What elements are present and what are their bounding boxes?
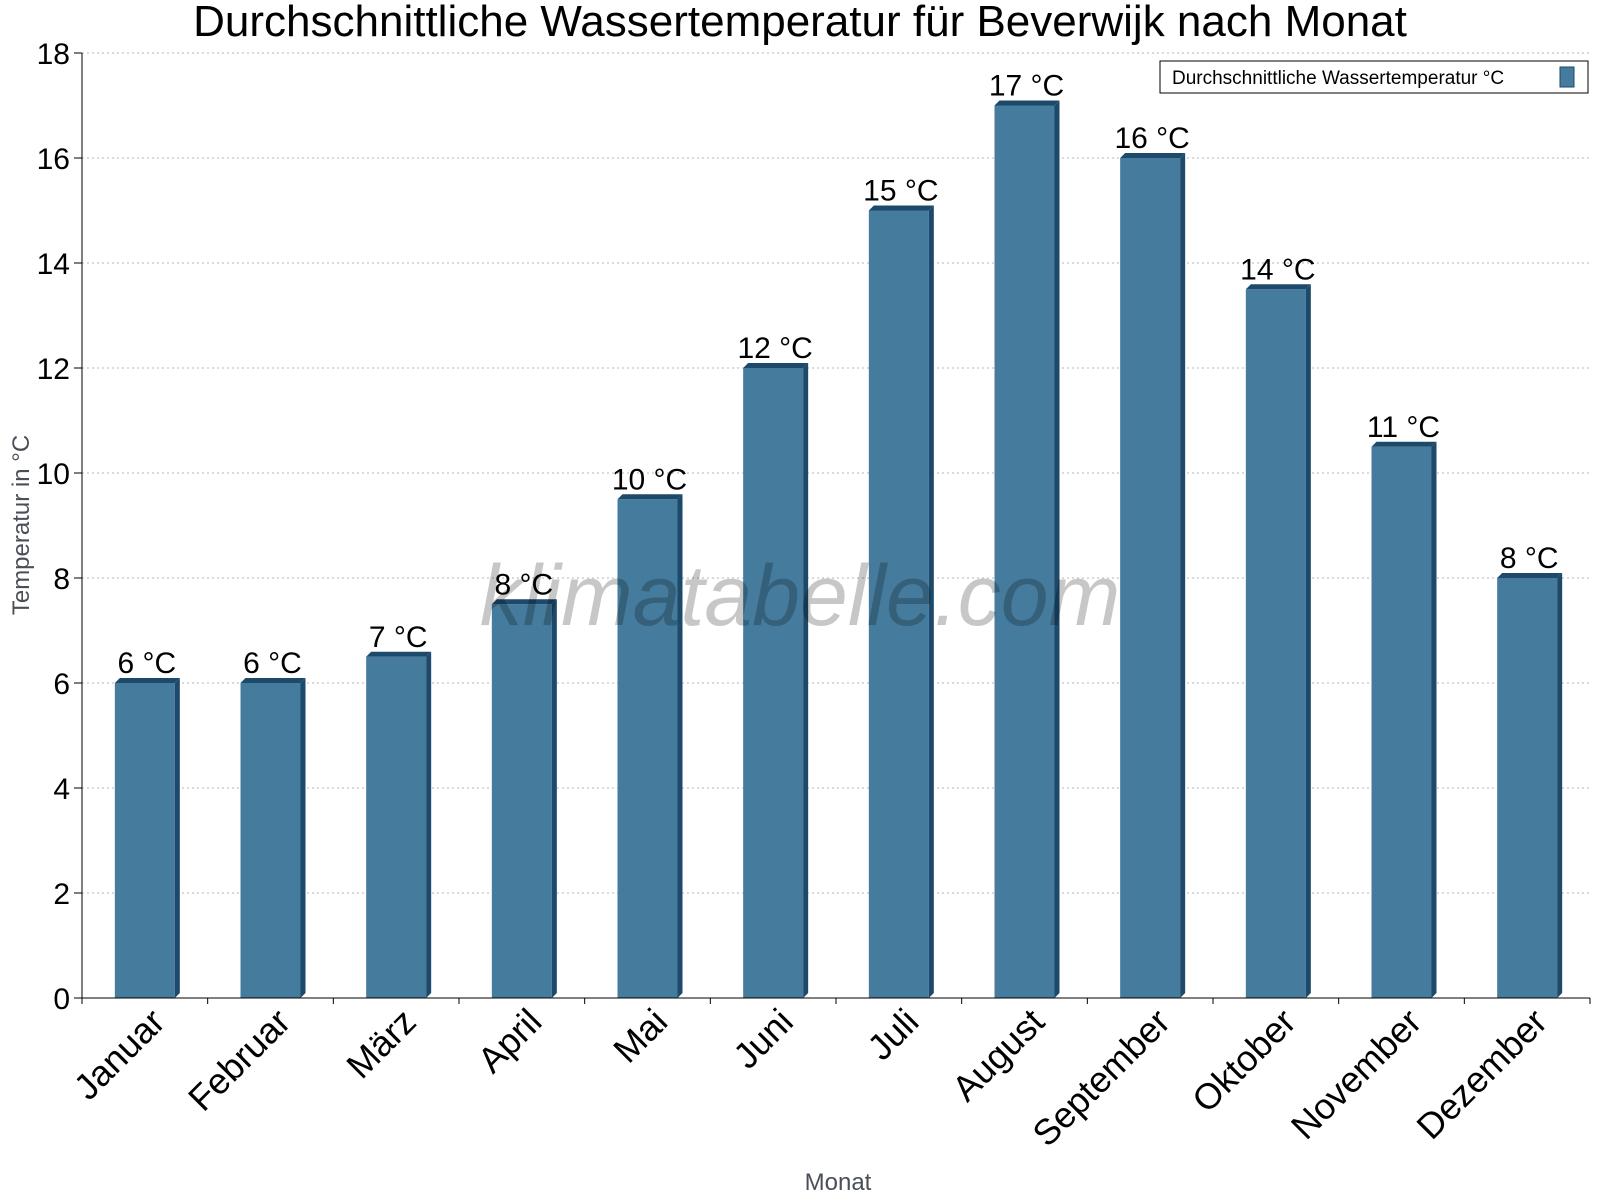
gridlines <box>82 52 1590 894</box>
watermark: klimatabelle.com <box>480 548 1120 644</box>
y-tick-label: 6 <box>53 668 70 701</box>
bar <box>240 683 301 998</box>
bar-side <box>174 678 180 998</box>
data-label: 16 °C <box>1114 122 1189 155</box>
y-tick-label: 8 <box>53 563 70 596</box>
x-tick-label: Oktober <box>1184 1001 1304 1121</box>
x-tick-label: April <box>470 1001 550 1081</box>
data-label: 15 °C <box>863 175 938 208</box>
x-tick-label: Februar <box>180 1001 298 1119</box>
bar-top <box>994 100 1060 106</box>
bar-top <box>617 494 683 500</box>
legend-label: Durchschnittliche Wassertemperatur °C <box>1172 68 1504 89</box>
data-label: 6 °C <box>243 647 302 680</box>
data-label: 17 °C <box>989 70 1064 103</box>
data-label: 14 °C <box>1240 253 1315 286</box>
data-label: 7 °C <box>369 621 428 654</box>
x-tick-label: Juli <box>859 1001 926 1068</box>
bars <box>114 100 1563 998</box>
legend-swatch <box>1559 66 1575 88</box>
data-label: 10 °C <box>612 463 687 496</box>
x-tick-label: Dezember <box>1408 1001 1554 1147</box>
y-axis-title: Temperatur in °C <box>8 435 35 615</box>
y-tick-label: 16 <box>37 143 70 176</box>
bar-top <box>114 678 180 683</box>
x-tick-label: März <box>338 1001 424 1087</box>
data-label: 8 °C <box>494 568 553 601</box>
bar-top <box>1120 153 1186 158</box>
bar-side <box>1305 284 1311 998</box>
bar-side <box>1557 573 1563 998</box>
y-tick-label: 14 <box>37 248 70 281</box>
y-tick-label: 10 <box>37 458 70 491</box>
bar-top <box>366 651 432 657</box>
bar <box>1497 578 1558 998</box>
y-tick-label: 2 <box>53 878 70 911</box>
legend: Durchschnittliche Wassertemperatur °C <box>1159 60 1589 94</box>
bar <box>617 499 678 998</box>
bar-top <box>240 678 306 683</box>
bar <box>366 656 427 998</box>
bar-side <box>426 651 432 998</box>
bar-top <box>1371 441 1437 447</box>
y-tick-label: 4 <box>53 773 70 806</box>
bar <box>1245 289 1306 998</box>
bar-side <box>803 363 809 998</box>
bar-top <box>1245 284 1311 290</box>
bar-top <box>491 599 557 605</box>
data-label: 11 °C <box>1367 411 1440 444</box>
legend-box <box>1159 60 1589 94</box>
bar <box>994 105 1055 998</box>
y-tick-label: 0 <box>53 983 70 1016</box>
bar <box>743 368 804 998</box>
data-label: 8 °C <box>1500 542 1559 575</box>
y-tick-label: 12 <box>37 353 70 386</box>
x-tick-label: Mai <box>605 1001 675 1071</box>
data-labels: 6 °C 6 °C 7 °C 8 °C 10 °C 12 °C 15 °C 17 °C 16 °… <box>117 70 1558 681</box>
bar-side <box>1431 441 1437 998</box>
bar-side <box>1180 153 1186 998</box>
data-label: 12 °C <box>737 332 812 365</box>
x-tick-label: September <box>1024 1001 1178 1155</box>
bar-side <box>551 599 557 998</box>
bar-top <box>868 205 934 211</box>
bar-side <box>1054 100 1060 998</box>
chart-title: Durchschnittliche Wassertemperatur für B… <box>193 0 1407 46</box>
x-tick-label: Januar <box>66 1001 173 1108</box>
bar-side <box>677 494 683 998</box>
x-tick-label: November <box>1283 1001 1429 1147</box>
bar-top <box>1497 573 1563 578</box>
bar <box>1120 158 1181 998</box>
bar-top <box>743 363 809 368</box>
x-tick-label: Juni <box>725 1001 801 1077</box>
bar <box>491 604 552 998</box>
bar <box>868 210 929 998</box>
x-tick-label: August <box>944 1001 1052 1109</box>
bar-side <box>300 678 306 998</box>
bar <box>114 683 175 998</box>
bar-side <box>928 205 934 998</box>
x-axis-title: Monat <box>805 1169 872 1196</box>
data-label: 6 °C <box>117 647 176 680</box>
y-tick-label: 18 <box>37 38 70 71</box>
bar <box>1371 446 1432 998</box>
